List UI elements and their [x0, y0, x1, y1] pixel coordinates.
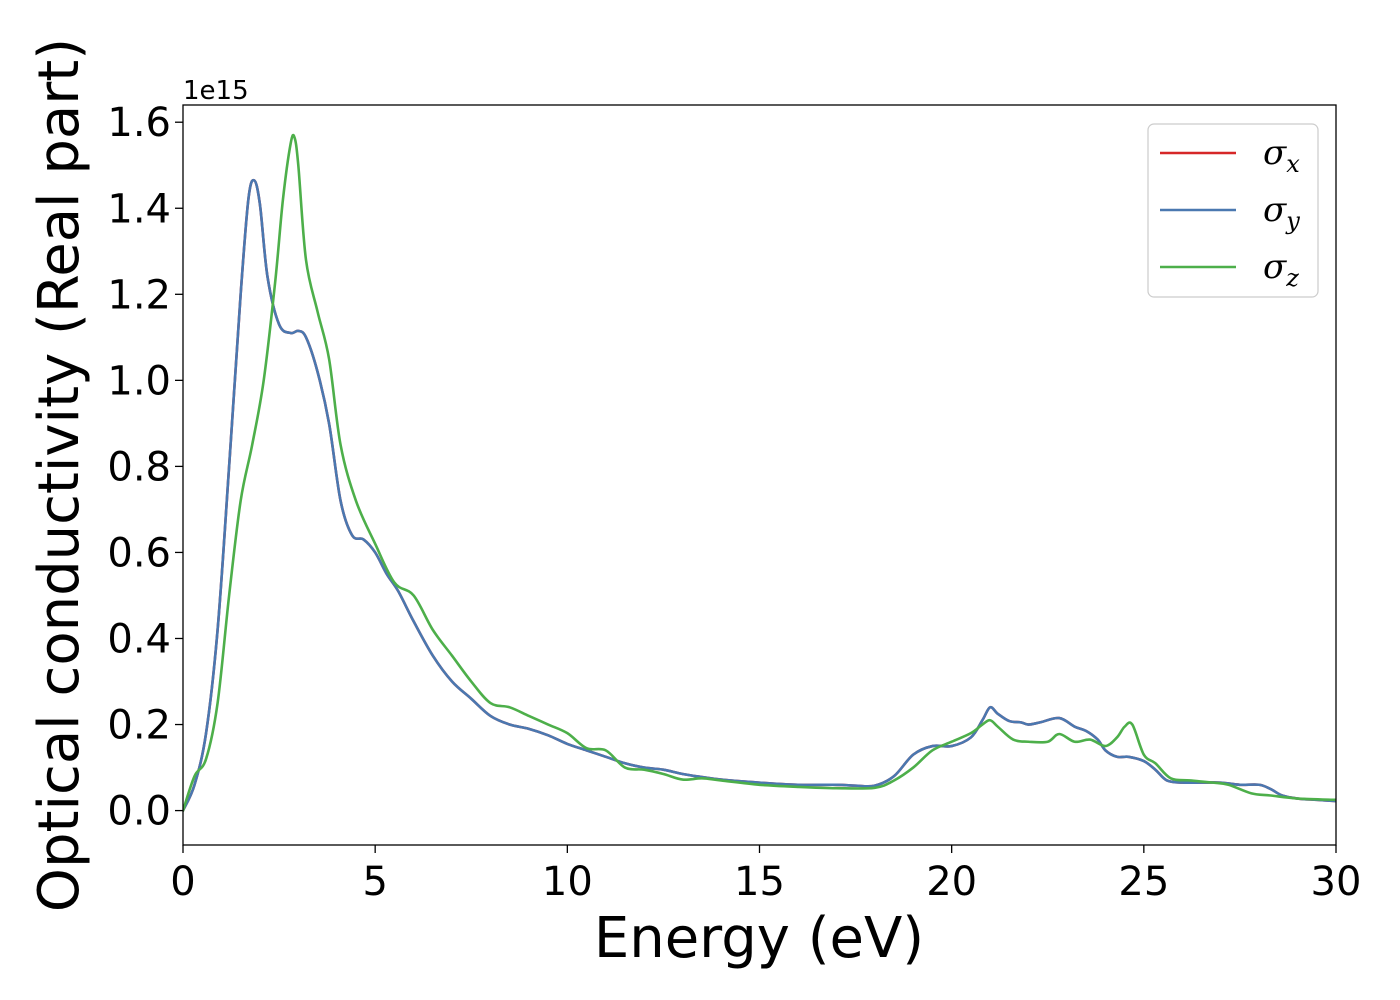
y-offset-label: 1e15	[183, 76, 249, 106]
legend-label-y: σy	[1263, 190, 1300, 235]
x-tick-label: 5	[362, 859, 387, 905]
series-layer	[183, 133, 1336, 812]
x-axis-label: Energy (eV)	[594, 906, 924, 971]
y-tick-label: 1.4	[107, 186, 171, 232]
y-tick-label: 0.8	[107, 444, 171, 490]
y-tick-label: 1.2	[107, 272, 171, 318]
y-tick-label: 0.6	[107, 530, 171, 576]
series-line-y	[183, 178, 1336, 812]
legend: σx σy σz	[1147, 123, 1319, 298]
y-tick-label: 0.2	[107, 703, 171, 749]
y-axis-ticks: 0.0 0.2 0.4 0.6 0.8 1.0 1.2 1.4 1.6	[107, 100, 183, 835]
x-tick-label: 15	[734, 859, 785, 905]
y-tick-label: 0.4	[107, 616, 171, 662]
x-tick-label: 20	[926, 859, 977, 905]
legend-label-z: σz	[1263, 247, 1299, 292]
series-line-z	[183, 133, 1336, 812]
y-axis-label: Optical conductivity (Real part)	[27, 38, 92, 912]
y-tick-label: 1.0	[107, 358, 171, 404]
x-tick-label: 10	[542, 859, 593, 905]
x-tick-label: 25	[1118, 859, 1169, 905]
y-tick-label: 1.6	[107, 100, 171, 146]
legend-label-x: σx	[1263, 133, 1300, 178]
x-axis-ticks: 0 5 10 15 20 25 30	[170, 845, 1361, 905]
x-tick-label: 30	[1311, 859, 1362, 905]
y-tick-label: 0.0	[107, 789, 171, 835]
x-tick-label: 0	[170, 859, 195, 905]
